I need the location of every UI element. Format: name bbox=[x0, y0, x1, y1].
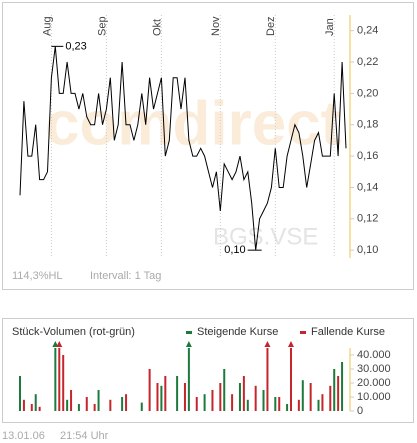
volume-bar bbox=[66, 399, 69, 411]
volume-bar bbox=[219, 383, 222, 411]
y-tick-label: 0,10 bbox=[357, 244, 378, 256]
volume-bar bbox=[262, 390, 265, 411]
volume-bar bbox=[176, 376, 179, 411]
volume-bar bbox=[246, 399, 249, 411]
volume-bar bbox=[278, 397, 281, 411]
annotation-label: 0,10 bbox=[224, 244, 245, 256]
range-note: 114,3%HL bbox=[12, 270, 63, 282]
volume-bar bbox=[242, 376, 245, 411]
y-tick-label: 0,18 bbox=[357, 119, 378, 131]
volume-bar bbox=[58, 348, 61, 411]
legend-label: Fallende Kurse bbox=[311, 326, 385, 338]
overflow-arrow bbox=[56, 341, 63, 347]
y-tick-label: 0,16 bbox=[357, 150, 378, 162]
legend-swatch bbox=[186, 331, 192, 334]
overflow-arrow bbox=[288, 341, 295, 347]
volume-bar bbox=[254, 385, 257, 411]
legend-label: Steigende Kurse bbox=[197, 326, 278, 338]
volume-bar bbox=[30, 404, 33, 411]
x-tick-label: Okt bbox=[151, 19, 163, 36]
volume-bar bbox=[19, 376, 21, 411]
legend-swatch bbox=[300, 331, 306, 334]
volume-bar bbox=[34, 394, 37, 411]
watermark: comdirect bbox=[45, 89, 341, 158]
volume-bar bbox=[77, 404, 80, 411]
volume-bar bbox=[238, 383, 241, 411]
x-tick-label: Sep bbox=[96, 16, 108, 36]
volume-bar bbox=[140, 402, 143, 411]
price-line bbox=[19, 46, 347, 251]
volume-bar bbox=[22, 399, 25, 411]
volume-bar bbox=[70, 390, 73, 411]
y-tick-label: 20.000 bbox=[357, 377, 391, 389]
x-tick-label: Aug bbox=[41, 16, 53, 36]
volume-bar bbox=[160, 385, 163, 411]
volume-bar bbox=[54, 348, 57, 411]
x-tick-label: Dez bbox=[265, 16, 277, 36]
y-tick-label: 0,14 bbox=[357, 181, 378, 193]
volume-bar bbox=[341, 362, 344, 411]
volume-bar bbox=[266, 348, 269, 411]
volume-bar bbox=[187, 348, 190, 411]
volume-bar bbox=[85, 397, 88, 411]
volume-bar bbox=[337, 376, 340, 411]
volume-bar bbox=[223, 369, 226, 411]
volume-bar bbox=[297, 399, 300, 411]
interval: Intervall: 1 Tag bbox=[90, 270, 161, 282]
date: 13.01.06 bbox=[2, 430, 45, 442]
x-tick-label: Nov bbox=[210, 16, 222, 36]
volume-bar bbox=[183, 383, 186, 411]
volume-bar bbox=[321, 394, 324, 411]
volume-bar bbox=[109, 399, 112, 411]
time: 21:54 Uhr bbox=[60, 430, 109, 442]
volume-bar bbox=[62, 355, 65, 411]
y-tick-label: 10.000 bbox=[357, 391, 391, 403]
volume-bar bbox=[121, 397, 124, 411]
price-panel bbox=[2, 2, 414, 290]
y-tick-label: 40.000 bbox=[357, 349, 391, 361]
overflow-arrow bbox=[264, 341, 271, 347]
volume-title: Stück-Volumen (rot-grün) bbox=[12, 326, 135, 338]
annotation-label: 0,23 bbox=[65, 40, 86, 52]
volume-bar bbox=[211, 390, 214, 411]
overflow-arrow bbox=[52, 341, 59, 347]
volume-bar bbox=[93, 404, 96, 411]
volume-bar bbox=[290, 348, 293, 411]
x-tick-label: Jan bbox=[324, 18, 336, 36]
y-tick-label: 0,20 bbox=[357, 87, 378, 99]
y-tick-label: 0,24 bbox=[357, 25, 378, 37]
overflow-arrow bbox=[185, 341, 192, 347]
volume-bar bbox=[274, 397, 277, 411]
y-tick-label: 0,12 bbox=[357, 213, 378, 225]
volume-bar bbox=[203, 394, 206, 411]
volume-bar bbox=[195, 397, 198, 411]
volume-bar bbox=[164, 376, 167, 411]
volume-bar bbox=[333, 369, 336, 411]
volume-bar bbox=[301, 380, 304, 411]
symbol-watermark: BGS.VSE bbox=[213, 223, 318, 250]
volume-bar bbox=[309, 383, 312, 411]
volume-bar bbox=[125, 394, 128, 411]
y-tick-label: 0 bbox=[357, 405, 363, 417]
volume-bar bbox=[97, 390, 100, 411]
y-tick-label: 30.000 bbox=[357, 363, 391, 375]
volume-bar bbox=[317, 399, 320, 411]
volume-bar bbox=[231, 394, 234, 411]
volume-bar bbox=[38, 406, 41, 411]
volume-bar bbox=[329, 385, 332, 411]
y-tick-label: 0,22 bbox=[357, 56, 378, 68]
volume-bar bbox=[148, 369, 151, 411]
volume-bar bbox=[286, 404, 289, 411]
volume-bar bbox=[156, 383, 159, 411]
